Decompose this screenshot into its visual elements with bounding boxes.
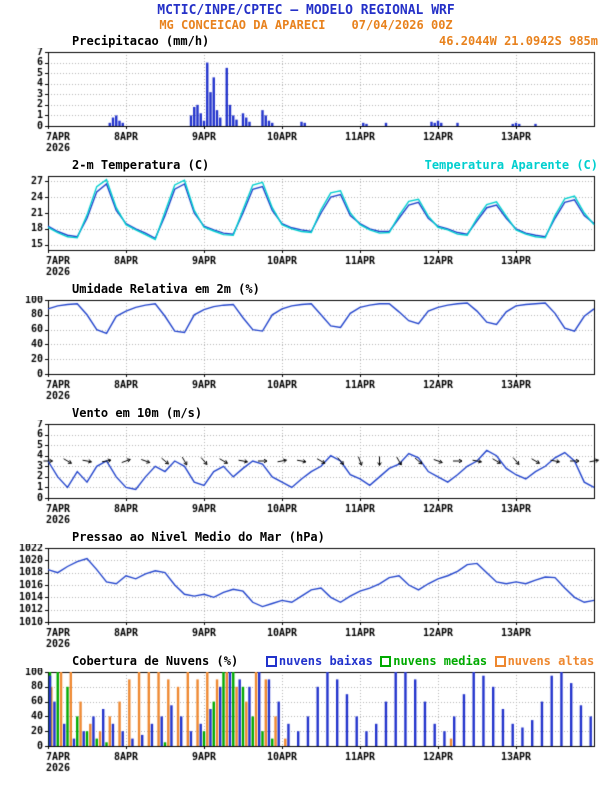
station-name: MG CONCEICAO DA APARECI [159, 18, 326, 32]
legend-label-altas: nuvens altas [507, 654, 595, 668]
panel-temperature-titlerow: 2-m Temperatura (C) Temperatura Aparente… [0, 156, 612, 172]
panel-humidity: Umidade Relativa em 2m (%) [0, 280, 612, 404]
panel-wind-title: Vento em 10m (m/s) [72, 406, 203, 420]
legend-label-baixas: nuvens baixas [278, 654, 373, 668]
cloud-cover-chart [0, 668, 612, 776]
legend-label-medias: nuvens medias [393, 654, 488, 668]
panel-wind-titlerow: Vento em 10m (m/s) [0, 404, 612, 420]
panel-temperature: 2-m Temperatura (C) Temperatura Aparente… [0, 156, 612, 280]
cloud-legend: nuvens baixas nuvens medias nuvens altas [262, 654, 598, 668]
legend-swatch-altas-icon [494, 655, 506, 667]
location-label: 46.2044W 21.0942S 985m [439, 34, 598, 48]
panel-clouds: Cobertura de Nuvens (%) nuvens baixas nu… [0, 652, 612, 776]
legend-nuvens-medias: nuvens medias [380, 654, 487, 668]
panel-humidity-titlerow: Umidade Relativa em 2m (%) [0, 280, 612, 296]
header-subtitle: MG CONCEICAO DA APARECI 07/04/2026 00Z [0, 18, 612, 32]
legend-nuvens-altas: nuvens altas [494, 654, 595, 668]
panel-wind: Vento em 10m (m/s) [0, 404, 612, 528]
wind-chart [0, 420, 612, 528]
panel-pressure-title: Pressao ao Nivel Medio do Mar (hPa) [72, 530, 325, 544]
legend-swatch-medias-icon [380, 655, 392, 667]
panel-precipitation-titlerow: Precipitacao (mm/h) 46.2044W 21.0942S 98… [0, 32, 612, 48]
panel-humidity-title: Umidade Relativa em 2m (%) [72, 282, 260, 296]
legend-nuvens-baixas: nuvens baixas [265, 654, 373, 668]
panel-pressure: Pressao ao Nivel Medio do Mar (hPa) [0, 528, 612, 652]
legend-swatch-baixas-icon [265, 655, 277, 667]
panel-clouds-title: Cobertura de Nuvens (%) [72, 654, 239, 668]
header-title: MCTIC/INPE/CPTEC — MODELO REGIONAL WRF [157, 3, 455, 18]
panel-clouds-titlerow: Cobertura de Nuvens (%) nuvens baixas nu… [0, 652, 612, 668]
panel-temperature-title: 2-m Temperatura (C) [72, 158, 210, 172]
humidity-chart [0, 296, 612, 404]
panel-precipitation-title: Precipitacao (mm/h) [72, 34, 210, 48]
pressure-chart [0, 544, 612, 652]
precipitation-chart [0, 48, 612, 156]
temperature-chart [0, 172, 612, 280]
panel-pressure-titlerow: Pressao ao Nivel Medio do Mar (hPa) [0, 528, 612, 544]
panel-precipitation: Precipitacao (mm/h) 46.2044W 21.0942S 98… [0, 32, 612, 156]
run-datetime: 07/04/2026 00Z [351, 18, 453, 32]
apparent-temperature-label: Temperatura Aparente (C) [424, 158, 598, 172]
